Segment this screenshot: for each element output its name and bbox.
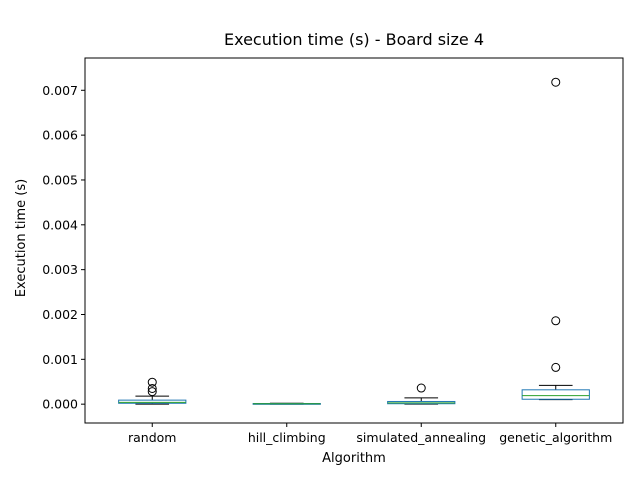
y-tick-label: 0.001 — [42, 352, 78, 367]
x-axis-label: Algorithm — [322, 451, 386, 466]
x-tick-label: hill_climbing — [248, 430, 326, 445]
outlier-point — [147, 377, 157, 387]
outlier-point — [147, 387, 157, 397]
x-tick-label: genetic_algorithm — [499, 430, 612, 445]
plot-frame — [84, 57, 624, 424]
box-random — [118, 399, 187, 404]
y-tick-label: 0.007 — [42, 83, 78, 98]
outlier-point — [147, 383, 157, 393]
y-tick-label: 0.006 — [42, 128, 78, 143]
outlier-point — [551, 77, 561, 87]
y-axis-label: Execution time (s) — [14, 179, 29, 297]
y-tick-label: 0.002 — [42, 307, 78, 322]
outlier-point — [416, 383, 426, 393]
outlier-point — [551, 316, 561, 326]
x-tick-label: random — [128, 430, 176, 445]
y-tick-label: 0.005 — [42, 172, 78, 187]
x-tick-label: simulated_annealing — [356, 430, 486, 445]
outlier-point — [551, 362, 561, 372]
y-tick-label: 0.000 — [42, 397, 78, 412]
chart-title: Execution time (s) - Board size 4 — [224, 30, 484, 49]
plot-area: 0.000 0.001 0.002 0.003 0.004 0.005 0.006 0.007… — [42, 57, 624, 445]
y-tick-label: 0.004 — [42, 217, 78, 232]
box-genetic_algorithm — [521, 389, 590, 400]
y-tick-label: 0.003 — [42, 262, 78, 277]
